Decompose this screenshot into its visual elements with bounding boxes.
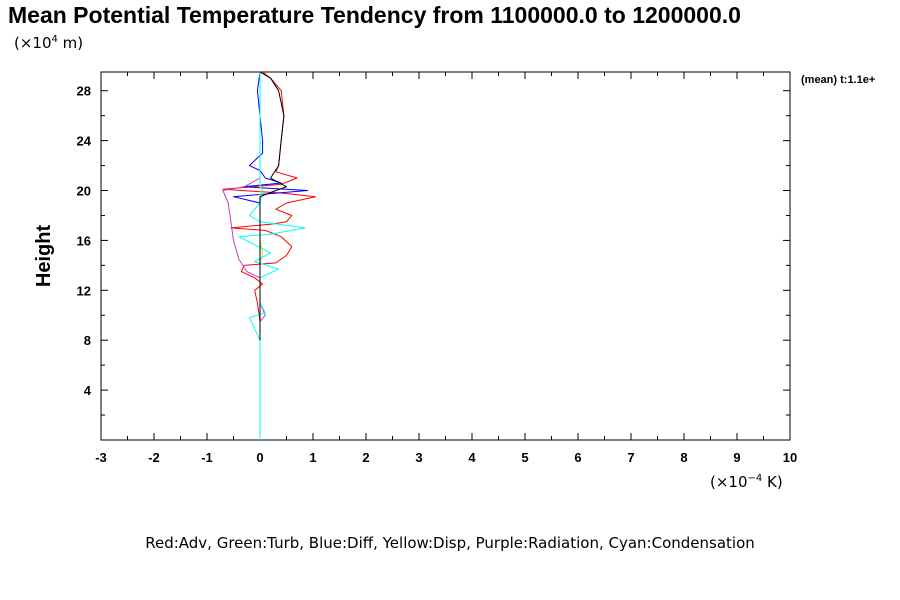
y-tick-label: 24 <box>77 134 92 149</box>
y-tick-label: 8 <box>84 333 91 348</box>
y-axis-label: Height <box>33 225 55 288</box>
x-tick-label: 0 <box>256 450 263 465</box>
x-tick-label: 1 <box>309 450 316 465</box>
series-condensation-line <box>238 72 306 440</box>
x-tick-label: 10 <box>783 450 797 465</box>
x-tick-label: -1 <box>201 450 213 465</box>
y-tick-label: 28 <box>77 84 91 99</box>
x-tick-label: 7 <box>627 450 634 465</box>
x-tick-label: 9 <box>733 450 740 465</box>
y-tick-label: 12 <box>77 283 91 298</box>
x-tick-label: 5 <box>521 450 528 465</box>
chart-title: Mean Potential Temperature Tendency from… <box>8 2 741 28</box>
legend: Red:Adv, Green:Turb, Blue:Diff, Yellow:D… <box>145 534 755 552</box>
series-adv-line <box>222 71 317 341</box>
x-axis-unit: (×10−4 K) <box>710 473 783 491</box>
x-tick-label: 3 <box>415 450 422 465</box>
y-axis-unit: (×104 m) <box>14 34 84 52</box>
time-label: (mean) t:1.1e+ <box>801 74 876 86</box>
x-tick-label: -2 <box>148 450 160 465</box>
x-tick-label: -3 <box>95 450 107 465</box>
x-tick-label: 4 <box>468 450 476 465</box>
series-radiation-line <box>222 72 266 341</box>
x-tick-label: 6 <box>574 450 581 465</box>
y-tick-label: 4 <box>84 383 92 398</box>
series-diff-line <box>233 71 309 341</box>
plot-frame <box>100 71 791 441</box>
x-tick-label: 8 <box>680 450 687 465</box>
y-tick-label: 16 <box>77 233 91 248</box>
y-tick-label: 20 <box>77 184 91 199</box>
series-sum-line <box>259 71 287 341</box>
x-tick-label: 2 <box>362 450 369 465</box>
